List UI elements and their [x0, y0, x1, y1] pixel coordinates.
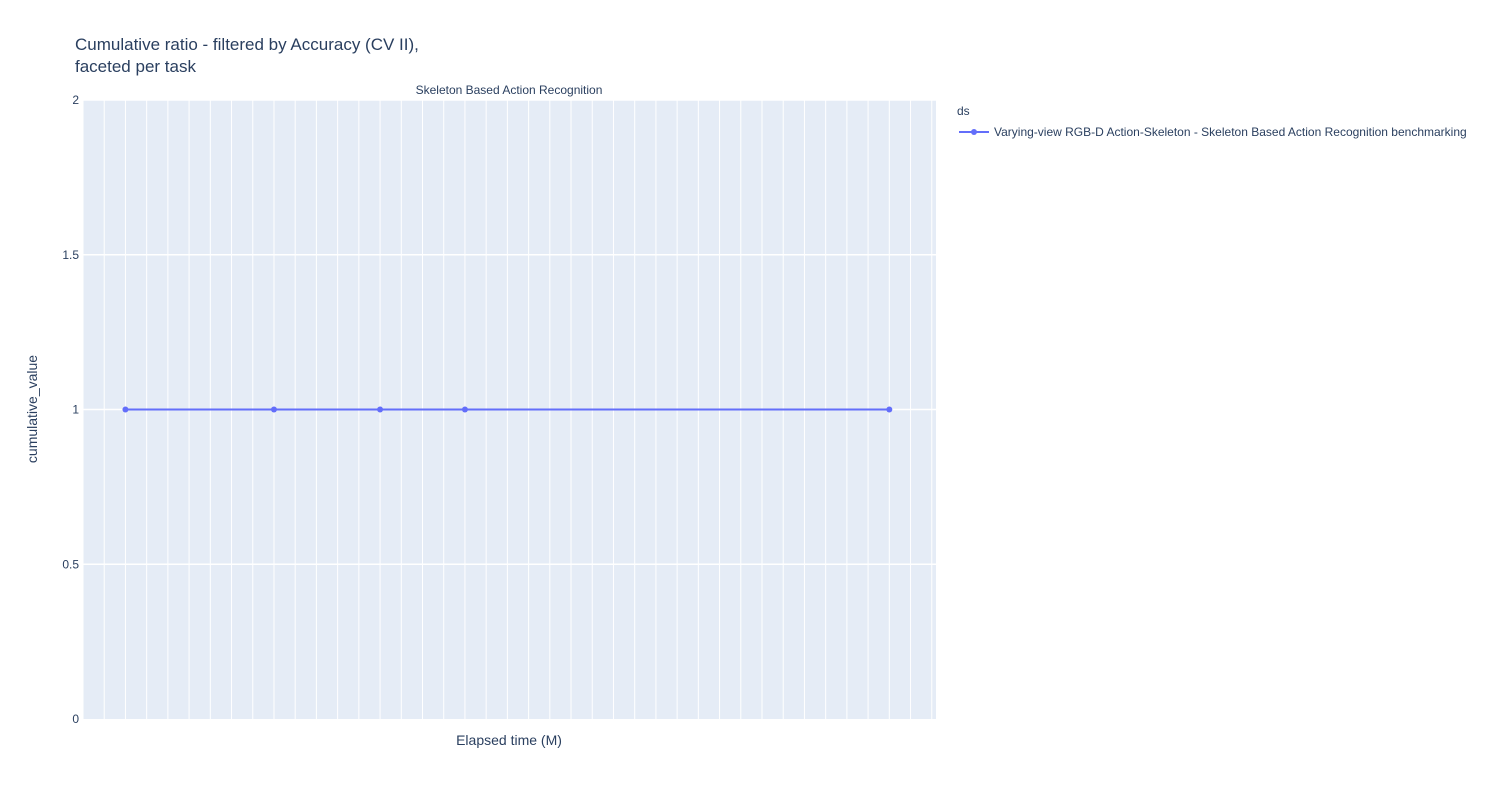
x-axis-label: Elapsed time (M)	[456, 732, 562, 748]
y-tick-label: 2	[72, 93, 79, 107]
legend: ds Varying-view RGB-D Action-Skeleton - …	[957, 104, 1467, 139]
data-point[interactable]	[271, 407, 277, 413]
legend-title: ds	[957, 104, 1467, 118]
y-tick-label: 0	[72, 712, 79, 726]
subplot-title: Skeleton Based Action Recognition	[416, 83, 603, 97]
legend-item-label: Varying-view RGB-D Action-Skeleton - Ske…	[994, 125, 1467, 139]
legend-item[interactable]: Varying-view RGB-D Action-Skeleton - Ske…	[957, 125, 1467, 139]
y-axis-ticks: 0 0.5 1 1.5 2	[62, 93, 79, 726]
y-tick-label: 1.5	[62, 248, 79, 262]
data-point[interactable]	[377, 407, 383, 413]
y-tick-label: 0.5	[62, 557, 79, 571]
legend-line-marker-icon	[957, 125, 991, 139]
data-point[interactable]	[462, 407, 468, 413]
y-axis-label: cumulative_value	[24, 355, 40, 463]
data-point[interactable]	[122, 407, 128, 413]
data-point[interactable]	[886, 407, 892, 413]
y-tick-label: 1	[72, 403, 79, 417]
